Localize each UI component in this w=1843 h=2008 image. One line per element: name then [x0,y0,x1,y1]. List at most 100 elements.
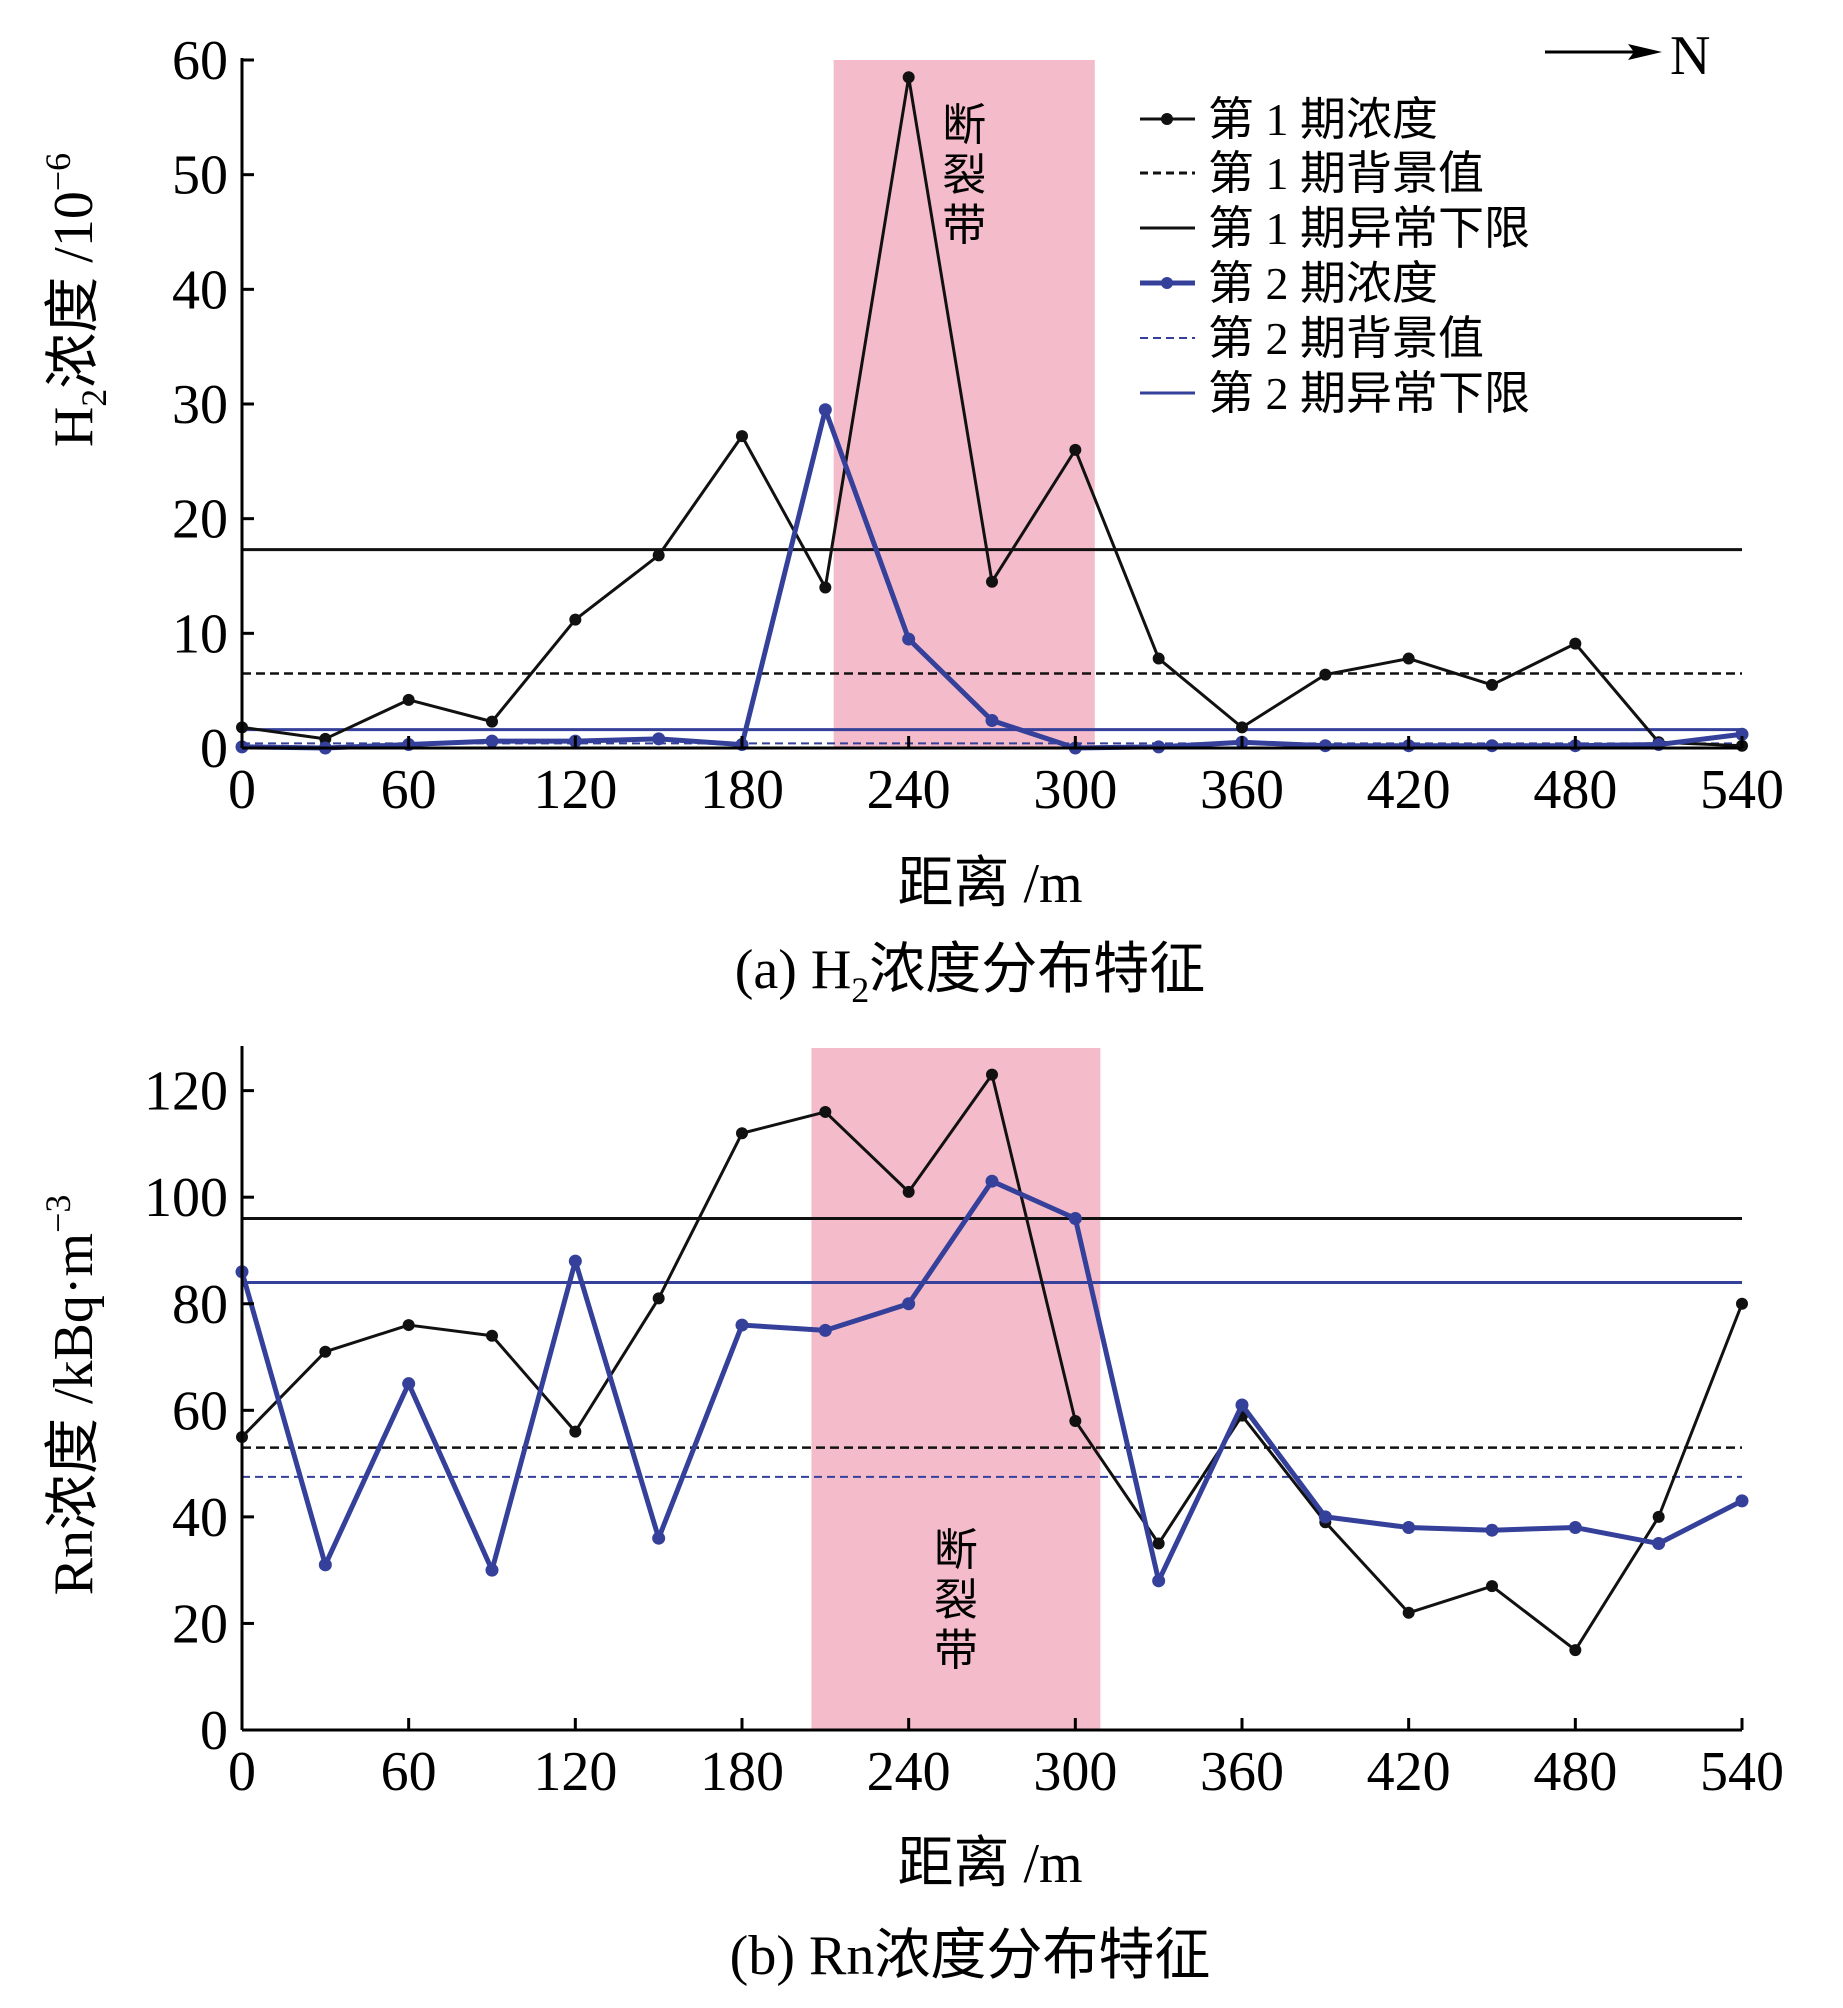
caption-b-prefix: (b) Rn [730,1925,875,1987]
caption-a-suffix: 浓度分布特征 [869,939,1205,1001]
series-1-point-b-2 [402,1319,415,1332]
panel-b-rn-chart: 断裂带 0 60 120 180 240 300 360 420 480 540 0 20 40 60 80… [38,1046,1784,1987]
y-axis-label-a: H2浓度 /10−6 [38,153,114,447]
y-axis-label-b: Rn浓度 /kBq·m−3 [38,1195,105,1596]
series-2-point-b-17 [1652,1537,1666,1551]
y-label-mid-b: 浓度 /kBq·m [43,1233,105,1530]
series-2-point-b-18 [1735,1494,1749,1508]
y-tick-label-a-2: 20 [172,489,228,551]
series-2-point-a-18 [1735,727,1749,741]
series-1-point-a-8 [902,71,915,84]
series-1-point-a-9 [986,575,998,588]
north-arrow: N [1545,25,1710,87]
ticks-a: 0 60 120 180 240 300 360 420 480 540 0 10 20 30 40 50 60 [172,30,1784,821]
fault-zone-char-b-2: 带 [934,1626,978,1675]
series-2-point-a-15 [1485,739,1499,753]
fault-zone-char-a-1: 裂 [942,151,986,200]
legend-item-1: 第 1 期浓度 [1140,94,1438,145]
y-tick-label-b-2: 40 [172,1487,228,1549]
series-1-point-a-5 [652,549,665,562]
x-tick-label-b-4: 240 [867,1741,951,1803]
series-1-point-b-15 [1486,1580,1498,1593]
x-tick-label-b-2: 120 [533,1741,617,1803]
y-tick-label-b-3: 60 [172,1380,228,1442]
fault-zone-label-b: 断裂带 [934,1526,978,1675]
caption-b: (b) Rn浓度分布特征 [730,1925,1211,1987]
x-axis-label-a: 距离 /m [897,853,1082,915]
series-2-point-a-3 [485,734,499,748]
series-2-point-b-5 [652,1531,666,1545]
legend-item-3: 第 1 期异常下限 [1140,203,1530,254]
north-label: N [1670,25,1710,87]
series-2-point-a-13 [1318,739,1332,753]
x-tick-label-b-1: 60 [381,1741,437,1803]
y-tick-label-a-5: 50 [172,145,228,207]
x-axis-label-b: 距离 /m [897,1833,1082,1895]
y-tick-label-b-4: 80 [172,1274,228,1336]
series-1-point-b-3 [486,1329,498,1342]
series-1-point-a-11 [1152,652,1165,665]
caption-a: (a) H2浓度分布特征 [735,939,1206,1010]
series-2-point-b-2 [402,1377,416,1391]
series-2-point-b-1 [318,1558,332,1572]
y-tick-label-b-6: 120 [144,1061,228,1123]
y-tick-label-b-1: 20 [172,1593,228,1655]
series-1-point-b-16 [1569,1644,1582,1657]
series-2-point-a-7 [818,403,832,417]
y-label-sup-b: −3 [38,1195,78,1233]
series-1-point-b-17 [1652,1510,1665,1523]
series-2-point-b-4 [568,1254,582,1268]
north-arrow-head [1628,44,1662,60]
series-1-point-b-10 [1069,1414,1082,1427]
series-1-point-b-1 [319,1345,332,1358]
x-tick-label-a-4: 240 [867,759,951,821]
y-label-mid-a: 浓度 /10 [43,191,105,389]
series-1-point-a-2 [402,693,415,706]
series-1-point-b-4 [569,1425,582,1438]
series-1-point-b-7 [819,1105,832,1118]
series-1-point-a-6 [736,430,748,443]
panel-a-h2-chart: 断裂带 0 60 120 180 240 300 360 420 480 540 0 10 20 30 40… [38,25,1784,1010]
fault-zone-band-b [811,1048,1101,1730]
series-1-point-a-7 [819,581,832,594]
legend: 第 1 期浓度 第 1 期背景值 第 1 期异常下限 第 2 期浓度 第 2 期… [1140,94,1530,419]
x-tick-label-a-3: 180 [700,759,784,821]
x-tick-label-b-7: 420 [1367,1741,1451,1803]
series-1-point-a-16 [1569,637,1582,650]
legend-item-5: 第 2 期背景值 [1140,313,1484,364]
axes-b [240,1046,1742,1732]
series-1-point-b-6 [736,1127,748,1140]
series-2-point-b-8 [902,1297,916,1311]
x-tick-label-b-6: 360 [1200,1741,1284,1803]
fault-zone-band-a [833,60,1095,748]
fault-zone-label-a: 断裂带 [942,101,986,250]
series-2-point-b-13 [1318,1510,1332,1524]
y-tick-label-a-4: 40 [172,259,228,321]
series-1-point-b-8 [902,1185,915,1198]
legend-label-5: 第 2 期背景值 [1208,313,1484,364]
y-tick-label-a-6: 60 [172,30,228,92]
x-tick-label-a-8: 480 [1533,759,1617,821]
series-2-point-b-3 [485,1563,499,1577]
x-tick-label-a-0: 0 [228,759,256,821]
y-label-sub-a: 2 [74,389,114,407]
series-2-point-b-9 [985,1174,999,1188]
series-1-point-a-10 [1069,443,1082,456]
caption-a-prefix: (a) H [735,939,852,1001]
y-label-prefix-a: H [43,407,105,447]
series-2-point-a-5 [652,732,666,746]
fault-zone-char-b-1: 裂 [934,1576,978,1625]
series-1-point-a-3 [486,715,498,728]
fault-zone-char-b-0: 断 [934,1526,978,1575]
series-1-point-a-1 [319,732,332,745]
caption-a-sub: 2 [851,970,869,1010]
legend-label-3: 第 1 期异常下限 [1208,203,1530,254]
series-1-point-a-13 [1319,668,1332,681]
series-2-point-b-12 [1235,1398,1249,1412]
reference-lines-b [242,1217,1742,1478]
legend-label-2: 第 1 期背景值 [1208,148,1484,199]
series-2-point-b-10 [1068,1212,1082,1225]
x-tick-label-b-9: 540 [1700,1741,1784,1803]
legend-label-1: 第 1 期浓度 [1208,94,1438,145]
series-1-point-a-15 [1486,678,1498,691]
